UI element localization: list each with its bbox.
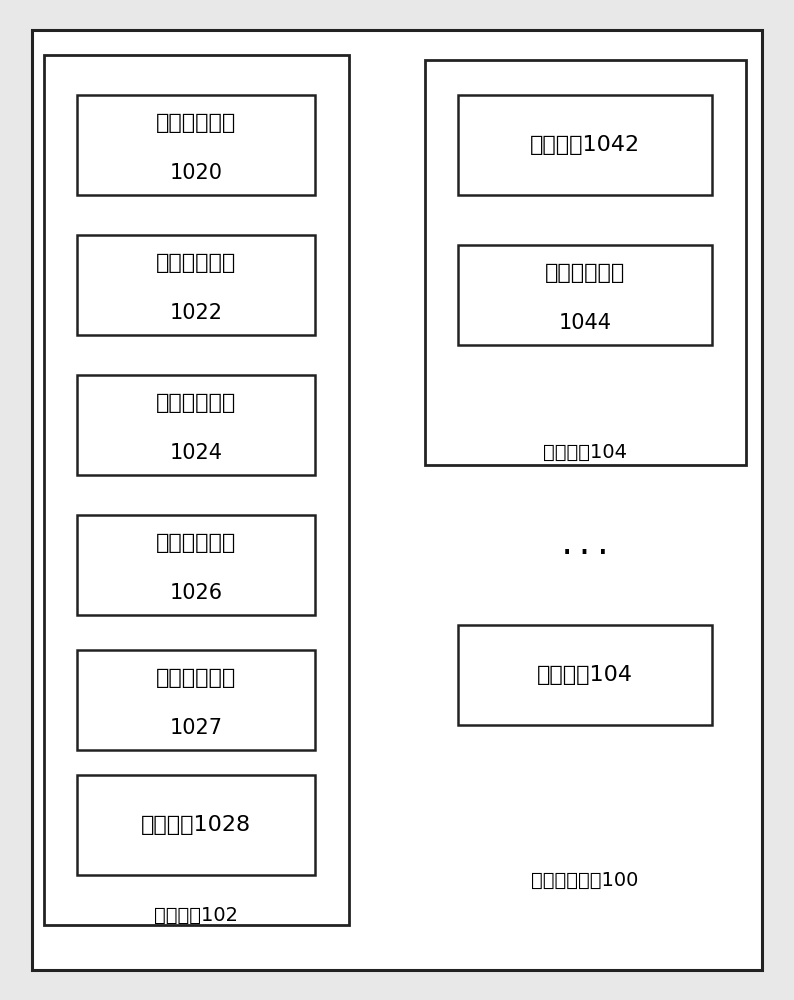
Text: 第二终端104: 第二终端104 — [538, 665, 633, 685]
Bar — [44, 55, 349, 925]
Bar — [458, 245, 712, 345]
Text: 指令生成单元: 指令生成单元 — [156, 253, 237, 273]
Text: 第二终端104: 第二终端104 — [543, 442, 627, 462]
Text: 结果获取单元: 结果获取单元 — [156, 668, 237, 688]
Bar — [458, 625, 712, 725]
Bar — [77, 95, 315, 195]
Text: 1026: 1026 — [170, 583, 222, 603]
Bar — [425, 60, 746, 465]
Text: 执行单元1042: 执行单元1042 — [530, 135, 640, 155]
Bar — [77, 375, 315, 475]
Text: 第二同步单元: 第二同步单元 — [545, 263, 626, 283]
Text: 1022: 1022 — [170, 303, 222, 323]
Text: 终端控制系统100: 终端控制系统100 — [531, 870, 639, 890]
Text: 1027: 1027 — [170, 718, 222, 738]
Text: 第一同步单元: 第一同步单元 — [156, 533, 237, 553]
Text: 操作检测单元: 操作检测单元 — [156, 113, 237, 133]
Bar — [77, 775, 315, 875]
Text: ...: ... — [557, 530, 613, 560]
Bar — [77, 235, 315, 335]
Text: 显示单元1028: 显示单元1028 — [141, 815, 251, 835]
Text: 1044: 1044 — [559, 313, 611, 333]
Bar — [77, 515, 315, 615]
Text: 1024: 1024 — [170, 443, 222, 463]
Text: 第一终端102: 第一终端102 — [154, 906, 238, 924]
Text: 数据发送单元: 数据发送单元 — [156, 393, 237, 413]
Text: 1020: 1020 — [170, 163, 222, 183]
Bar — [77, 650, 315, 750]
Bar — [458, 95, 712, 195]
